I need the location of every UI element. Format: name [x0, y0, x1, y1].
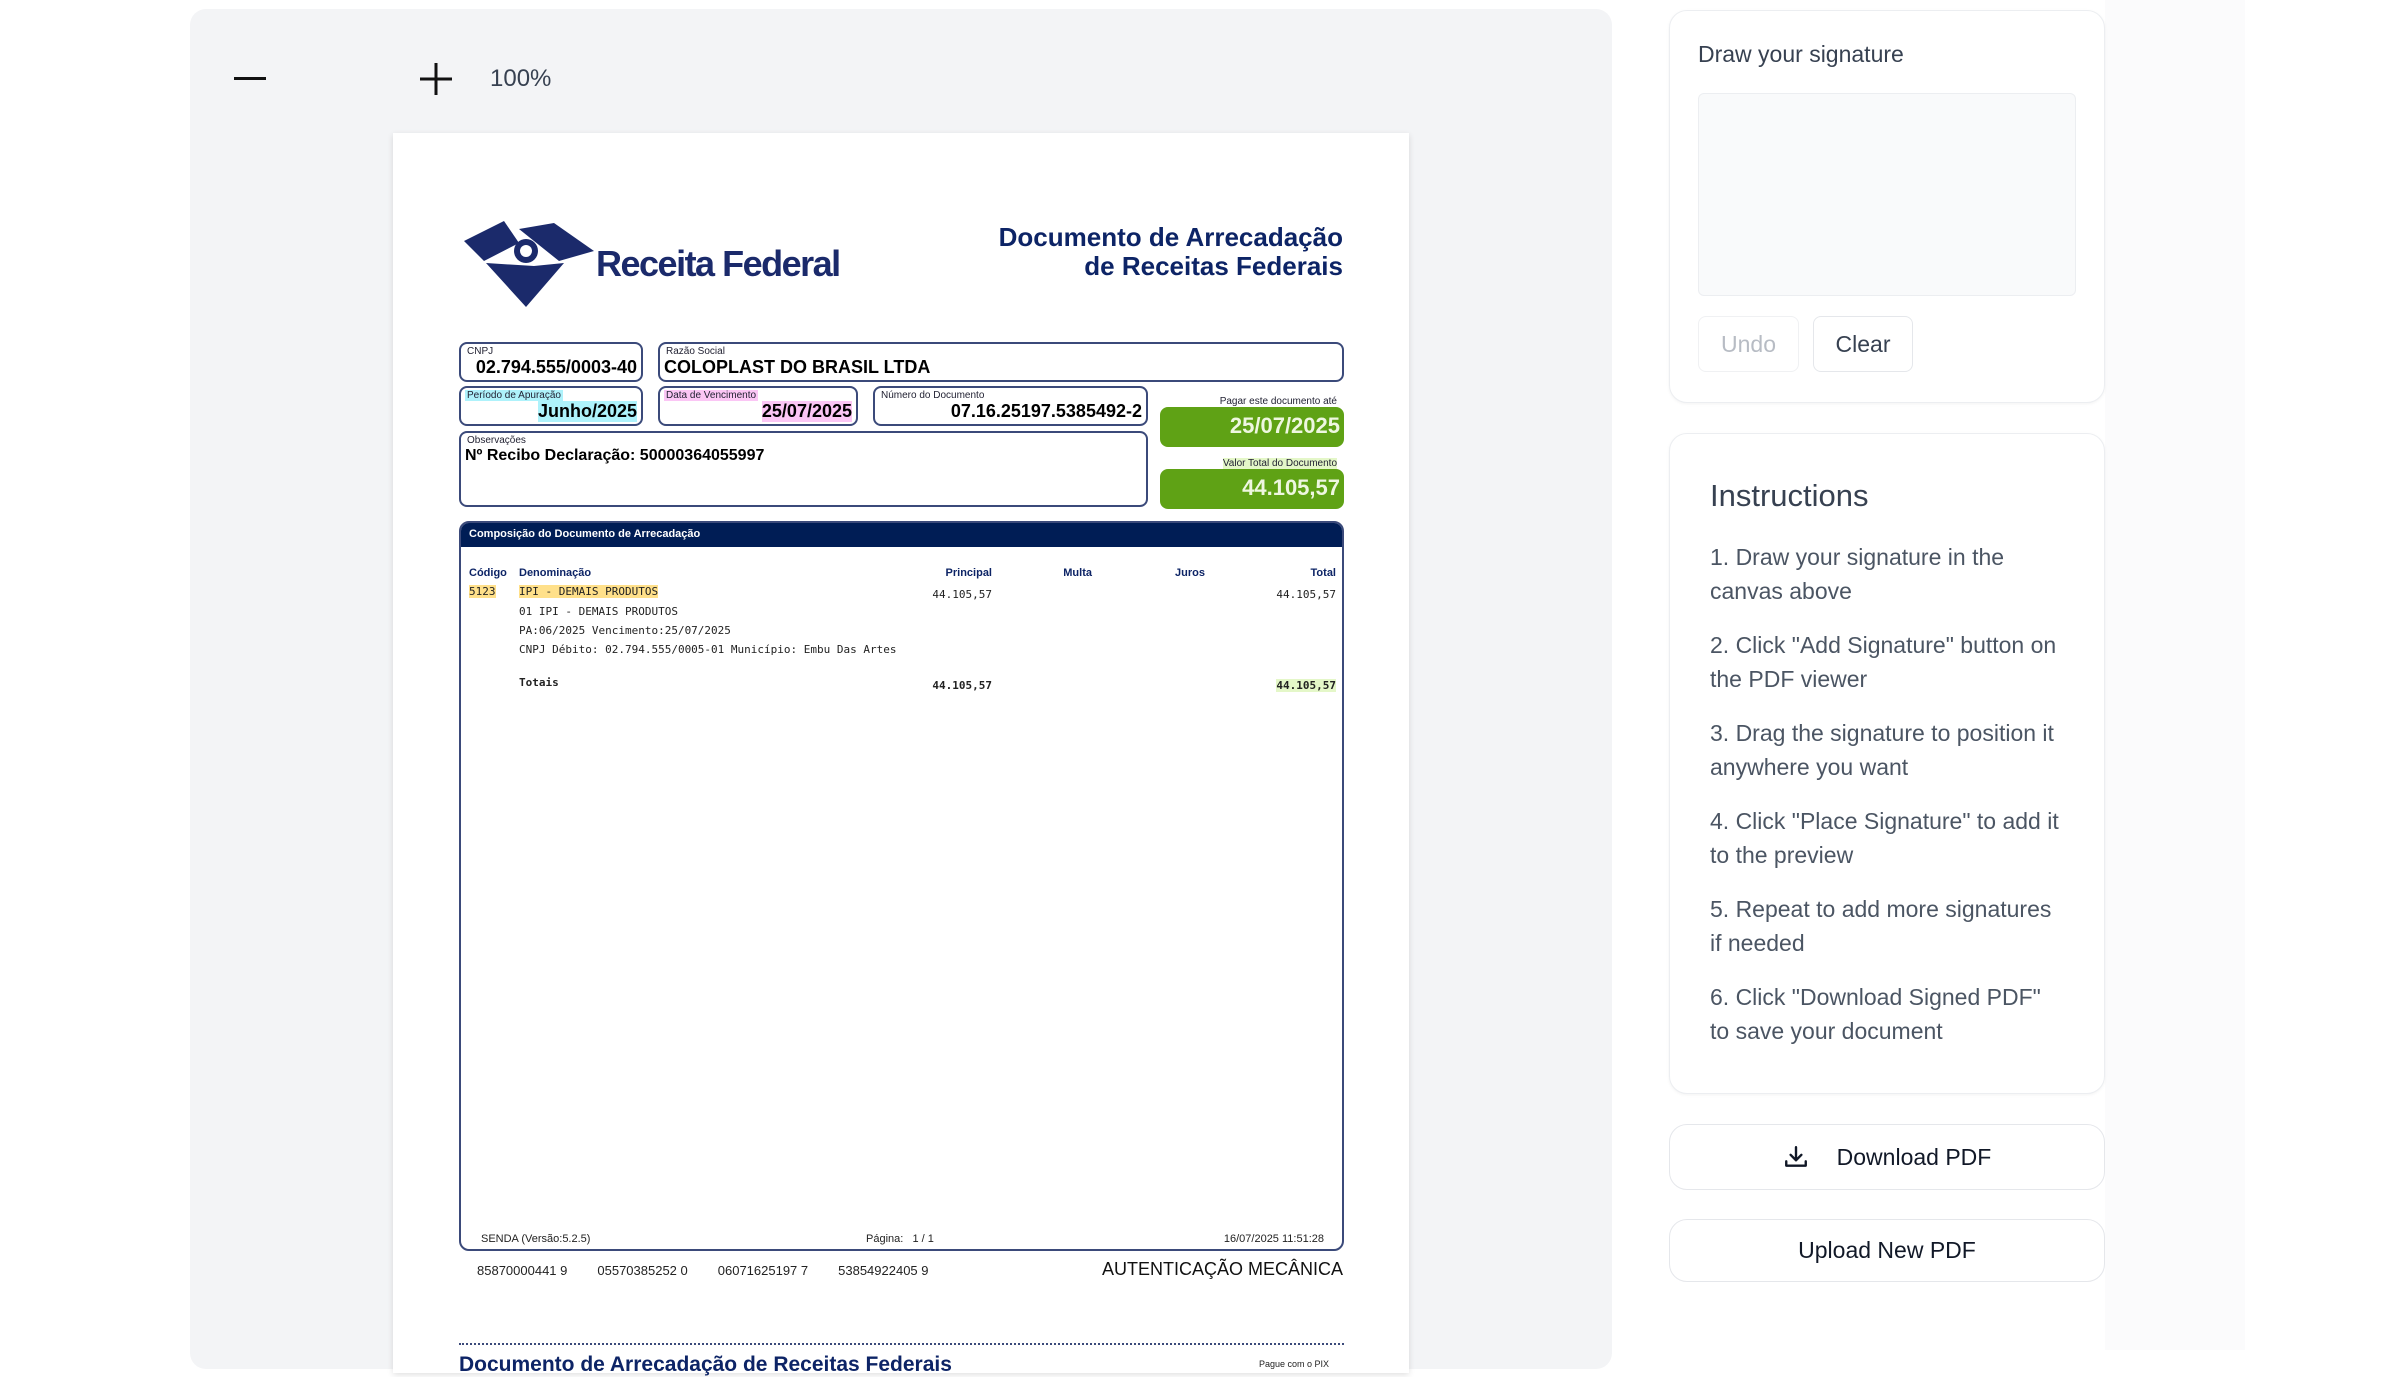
- cnpj-field: CNPJ 02.794.555/0003-40: [459, 342, 643, 382]
- receita-federal-logo: Receita Federal: [464, 221, 841, 307]
- numero-value: 07.16.25197.5385492-2: [950, 401, 1142, 421]
- zoom-in-button[interactable]: [416, 59, 456, 99]
- header-principal: Principal: [945, 567, 992, 579]
- instructions-card: Instructions 1. Draw your signature in t…: [1669, 433, 2105, 1094]
- pagar-value: 25/07/2025: [1160, 407, 1344, 447]
- razao-field: Razão Social COLOPLAST DO BRASIL LTDA: [658, 342, 1344, 382]
- totais-principal: 44.105,57: [932, 679, 992, 692]
- plus-icon: [420, 63, 452, 95]
- observacoes-label: Observações: [467, 435, 526, 446]
- composicao-title: Composição do Documento de Arrecadação: [461, 523, 1342, 547]
- instruction-item: 3. Drag the signature to position it any…: [1710, 720, 2054, 780]
- signature-card: Draw your signature Undo Clear: [1669, 10, 2105, 403]
- barcode-segment: 85870000441 9: [477, 1263, 568, 1278]
- zoom-level: 100%: [490, 65, 552, 92]
- doc-title-line2: de Receitas Federais: [1084, 251, 1343, 281]
- observacoes-value: Nº Recibo Declaração: 50000364055997: [465, 447, 765, 464]
- pdf-page: Receita Federal Documento de Arrecadação…: [393, 133, 1409, 1376]
- download-pdf-button[interactable]: Download PDF: [1669, 1124, 2105, 1190]
- cnpj-label: CNPJ: [467, 346, 494, 357]
- footer-version: SENDA (Versão:5.2.5): [481, 1233, 591, 1245]
- second-doc-title: Documento de Arrecadação de Receitas Fed…: [459, 1353, 952, 1376]
- pix-label: Pague com o PIX: [1258, 1359, 1329, 1369]
- barcode-numbers: 85870000441 9 05570385252 0 06071625197 …: [477, 1263, 929, 1278]
- barcode-segment: 06071625197 7: [717, 1263, 809, 1278]
- signature-canvas[interactable]: [1698, 93, 2076, 296]
- periodo-field: Período de Apuração Junho/2025: [459, 386, 643, 426]
- numero-field: Número do Documento 07.16.25197.5385492-…: [873, 386, 1148, 426]
- observacoes-field: Observações Nº Recibo Declaração: 500003…: [459, 431, 1148, 507]
- cnpj-value: 02.794.555/0003-40: [475, 357, 637, 377]
- footer-timestamp: 16/07/2025 11:51:28: [1223, 1233, 1324, 1245]
- download-label: Download PDF: [1836, 1143, 1992, 1170]
- row-detail: 01 IPI - DEMAIS PRODUTOS: [519, 605, 678, 618]
- header-codigo: Código: [469, 567, 507, 579]
- vencimento-value: 25/07/2025: [761, 401, 852, 422]
- signature-title: Draw your signature: [1698, 41, 1904, 67]
- row-detail: PA:06/2025 Vencimento:25/07/2025: [519, 624, 731, 637]
- divider: [459, 1343, 1344, 1345]
- razao-label: Razão Social: [666, 346, 725, 357]
- header-total: Total: [1310, 567, 1336, 579]
- instruction-item: 1. Draw your signature in the canvas abo…: [1710, 544, 2005, 604]
- row-denominacao: IPI - DEMAIS PRODUTOS: [519, 585, 659, 598]
- brand-name: Receita Federal: [596, 243, 841, 284]
- row-total: 44.105,57: [1276, 588, 1336, 601]
- pagar-label: Pagar este documento até: [1219, 396, 1337, 407]
- undo-button[interactable]: Undo: [1698, 316, 1799, 372]
- upload-pdf-button[interactable]: Upload New PDF: [1669, 1219, 2105, 1282]
- header-juros: Juros: [1175, 567, 1205, 579]
- totais-total: 44.105,57: [1276, 679, 1336, 692]
- row-codigo: 5123: [469, 585, 496, 598]
- doc-title-line1: Documento de Arrecadação: [998, 222, 1343, 252]
- instruction-item: 6. Click "Download Signed PDF" to save y…: [1710, 984, 2041, 1044]
- doc-title: Documento de Arrecadação de Receitas Fed…: [999, 223, 1343, 281]
- totais-label: Totais: [519, 676, 559, 689]
- header-denominacao: Denominação: [519, 567, 592, 579]
- periodo-label: Período de Apuração: [465, 390, 563, 401]
- valor-total-label: Valor Total do Documento: [1222, 458, 1337, 469]
- barcode-segment: 05570385252 0: [597, 1263, 688, 1278]
- right-gutter: [2105, 0, 2245, 1350]
- download-icon: [1784, 1146, 1807, 1167]
- instructions-title: Instructions: [1710, 478, 1869, 513]
- instruction-item: 2. Click "Add Signature" button on the P…: [1710, 632, 2057, 692]
- barcode-segment: 53854922405 9: [838, 1263, 929, 1278]
- clear-button[interactable]: Clear: [1813, 316, 1913, 372]
- minus-icon: [234, 77, 266, 80]
- footer-page: Página: 1 / 1: [866, 1233, 934, 1245]
- zoom-out-button[interactable]: [230, 59, 270, 99]
- periodo-value: Junho/2025: [537, 401, 637, 422]
- composicao-table: Composição do Documento de Arrecadação C…: [459, 521, 1344, 1251]
- autenticacao-mecanica: AUTENTICAÇÃO MECÂNICA: [1101, 1259, 1343, 1279]
- instruction-item: 5. Repeat to add more signatures if need…: [1710, 896, 2052, 956]
- razao-value: COLOPLAST DO BRASIL LTDA: [664, 357, 931, 377]
- header-multa: Multa: [1063, 567, 1092, 579]
- instruction-item: 4. Click "Place Signature" to add it to …: [1710, 808, 2059, 868]
- row-principal: 44.105,57: [932, 588, 992, 601]
- numero-label: Número do Documento: [881, 390, 985, 401]
- valor-total-value: 44.105,57: [1160, 469, 1344, 509]
- row-detail: CNPJ Débito: 02.794.555/0005-01 Municípi…: [519, 643, 897, 656]
- vencimento-field: Data de Vencimento 25/07/2025: [658, 386, 858, 426]
- receita-logo-icon: [464, 221, 594, 307]
- vencimento-label: Data de Vencimento: [664, 390, 759, 401]
